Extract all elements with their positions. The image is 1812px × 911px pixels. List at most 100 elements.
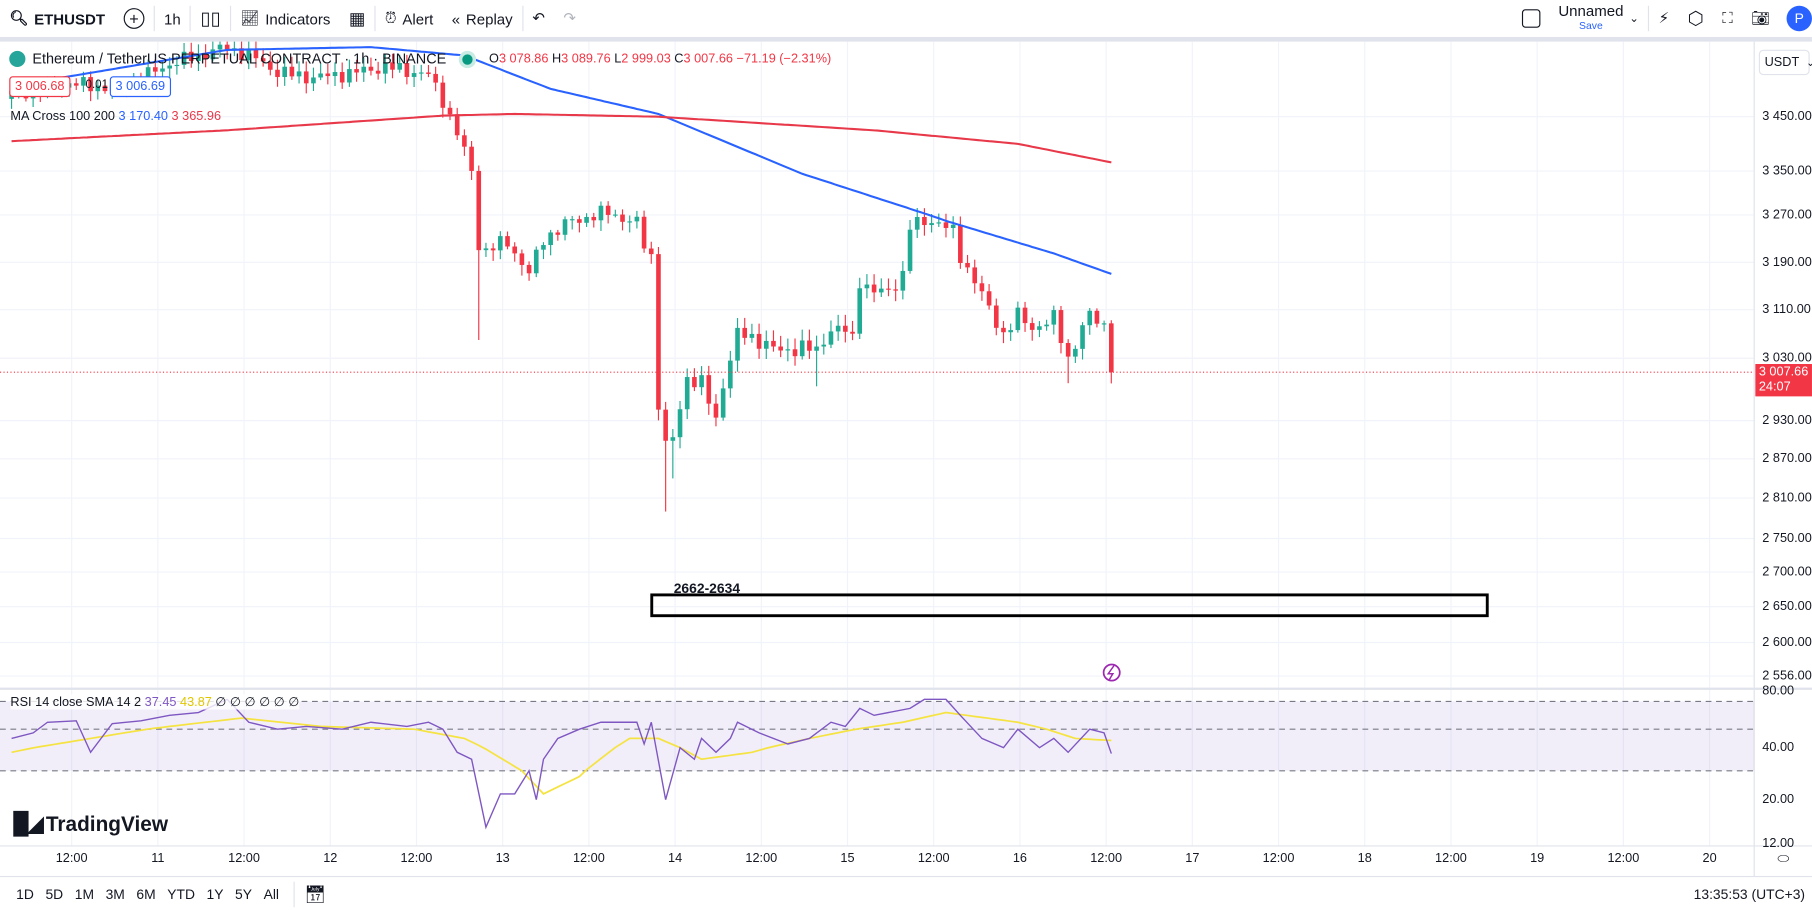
- candle-body: [210, 49, 216, 60]
- candle-body: [1108, 323, 1114, 373]
- candle-body: [929, 223, 934, 226]
- candle-body: [986, 291, 992, 306]
- layout-checkbox[interactable]: [1512, 2, 1549, 34]
- candle-body: [311, 77, 316, 84]
- candles-icon: ▯▯: [200, 9, 221, 29]
- time-tick: 12:00: [745, 851, 778, 866]
- range-button-1m[interactable]: 1M: [74, 885, 95, 902]
- alarm-clock-icon: ⏰︎: [384, 9, 397, 27]
- candle-body: [605, 205, 611, 215]
- range-button-5y[interactable]: 5Y: [235, 885, 253, 902]
- sell-price-button[interactable]: 3 006.68: [9, 76, 71, 98]
- candle-body: [620, 214, 625, 222]
- avatar[interactable]: P: [1786, 5, 1812, 32]
- candle-body: [368, 66, 374, 71]
- candle-body: [648, 248, 654, 255]
- buy-price-button[interactable]: 3 006.69: [109, 76, 171, 98]
- zone-label: 2662-2634: [673, 580, 741, 597]
- event-lightning-icon: [1102, 663, 1121, 682]
- tradingview-logo[interactable]: ▉◢ TradingView: [14, 812, 168, 836]
- candle-body: [670, 437, 676, 441]
- candle-body: [972, 267, 978, 284]
- candle-body: [339, 72, 345, 83]
- undo-button[interactable]: ↶: [523, 2, 554, 34]
- candle-body: [153, 67, 158, 72]
- fullscreen-button[interactable]: ⛶: [1713, 2, 1742, 34]
- time-tick: 12:00: [400, 851, 433, 866]
- price-tick: 2 556.00: [1762, 669, 1812, 683]
- axis-settings-icon[interactable]: ⬭: [1777, 850, 1790, 867]
- rsi-band: [0, 701, 1755, 771]
- candle-body: [692, 377, 697, 388]
- candle-body: [239, 48, 244, 61]
- currency-select[interactable]: USDT ⌄: [1758, 49, 1812, 76]
- candle-body: [735, 327, 740, 361]
- candle-body: [498, 236, 503, 251]
- candle-body: [814, 346, 819, 351]
- ma-cross-legend[interactable]: MA Cross 100 200 3 170.40 3 365.96: [10, 110, 221, 124]
- clock[interactable]: 13:35:53 (UTC+3): [1693, 885, 1806, 902]
- candle-body: [332, 72, 338, 77]
- candle-body: [742, 327, 748, 338]
- candle-body: [347, 69, 352, 83]
- goto-date-icon[interactable]: 📅︎: [304, 884, 327, 905]
- chart-type-button[interactable]: ▯▯: [191, 2, 230, 34]
- range-button-ytd[interactable]: YTD: [167, 885, 195, 902]
- candle-body: [433, 73, 438, 83]
- save-link[interactable]: Save: [1579, 19, 1603, 32]
- range-button-all[interactable]: All: [263, 885, 279, 902]
- price-tick: 3 270.00: [1762, 208, 1812, 222]
- candle-body: [1065, 343, 1071, 357]
- ma200-value: 3 365.96: [171, 109, 222, 124]
- change-value: −71.19 (−2.31%): [736, 52, 832, 66]
- candle-body: [893, 289, 898, 291]
- candle-body: [821, 344, 827, 347]
- range-button-3m[interactable]: 3M: [105, 885, 125, 902]
- candle-body: [519, 253, 525, 265]
- replay-button[interactable]: «Replay: [443, 2, 522, 34]
- symbol-logo-icon: [9, 50, 26, 68]
- candle-body: [88, 77, 93, 92]
- interval-button[interactable]: 1h: [155, 2, 190, 34]
- templates-button[interactable]: ▦: [340, 2, 375, 34]
- range-button-6m[interactable]: 6M: [136, 885, 156, 902]
- top-toolbar: 🔍︎ ETHUSDT + 1h ▯▯ 📈︎ Indicators ▦ ⏰︎ Alert…: [0, 0, 1812, 42]
- lightning-search-icon: ⚡︎: [1658, 9, 1670, 27]
- symbol-search-button[interactable]: 🔍︎ ETHUSDT: [0, 2, 114, 34]
- candle-body: [476, 170, 482, 251]
- indicators-button[interactable]: 📈︎ Indicators: [231, 2, 340, 34]
- divider: [1648, 5, 1650, 32]
- time-tick: 18: [1357, 851, 1372, 866]
- candle-body: [275, 69, 280, 78]
- rsi-legend[interactable]: RSI 14 close SMA 14 2 37.45 43.87 ∅ ∅ ∅ …: [10, 694, 300, 710]
- candle-body: [73, 83, 79, 86]
- price-chart-canvas[interactable]: [0, 41, 1812, 876]
- snapshot-button[interactable]: 📷︎: [1742, 2, 1780, 34]
- candle-body: [792, 349, 798, 357]
- rsi-extra-values: ∅ ∅ ∅ ∅ ∅ ∅: [215, 695, 300, 710]
- settings-button[interactable]: ⬡: [1678, 2, 1713, 34]
- candle-body: [763, 340, 769, 349]
- candle-body: [490, 248, 496, 251]
- range-button-1y[interactable]: 1Y: [206, 885, 224, 902]
- chevron-down-icon: ⌄: [1629, 12, 1639, 25]
- layout-name-button[interactable]: Unnamed Save ⌄: [1549, 2, 1648, 34]
- quick-search-button[interactable]: ⚡︎: [1649, 2, 1678, 34]
- compare-symbol-button[interactable]: +: [114, 2, 153, 34]
- bottom-toolbar: 1D 5D 1M 3M 6M YTD 1Y 5Y All 📅︎ 13:35:53 (UTC+3): [0, 875, 1812, 911]
- price-tick: 2 750.00: [1762, 531, 1812, 546]
- symbol-title: Ethereum / TetherUS PERPETUAL CONTRACT ·…: [32, 50, 447, 68]
- alert-button[interactable]: ⏰︎ Alert: [376, 2, 443, 34]
- price-tick: 3 350.00: [1762, 164, 1812, 178]
- candle-body: [426, 72, 431, 74]
- candle-body: [993, 305, 999, 328]
- range-button-1d[interactable]: 1D: [16, 885, 34, 902]
- candle-body: [914, 216, 920, 230]
- divider: [374, 5, 376, 32]
- redo-button[interactable]: ↷: [554, 2, 585, 34]
- candle-body: [512, 246, 518, 254]
- candle-body: [785, 349, 791, 351]
- candle-body: [864, 284, 870, 289]
- candle-body: [411, 73, 417, 77]
- range-button-5d[interactable]: 5D: [45, 885, 64, 902]
